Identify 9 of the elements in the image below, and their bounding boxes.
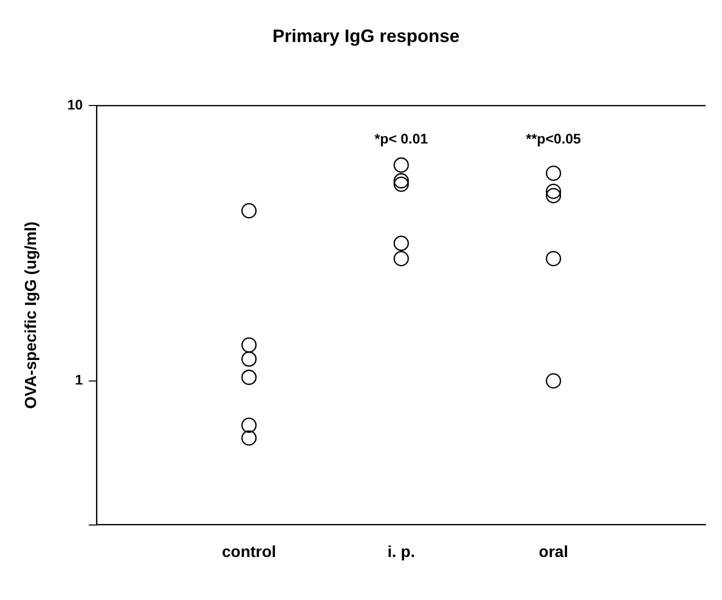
x-tick-label: oral <box>538 544 568 561</box>
annotation: *p< 0.01 <box>374 130 428 146</box>
y-tick-label: 1 <box>74 372 83 388</box>
annotation: **p<0.05 <box>526 130 582 146</box>
chart-title: Primary IgG response <box>272 26 460 46</box>
y-axis-title: OVA-specific IgG (ug/ml) <box>23 222 40 409</box>
y-tick-label: 10 <box>67 96 83 112</box>
x-tick-label: i. p. <box>387 544 416 561</box>
x-tick-label: control <box>222 544 276 561</box>
